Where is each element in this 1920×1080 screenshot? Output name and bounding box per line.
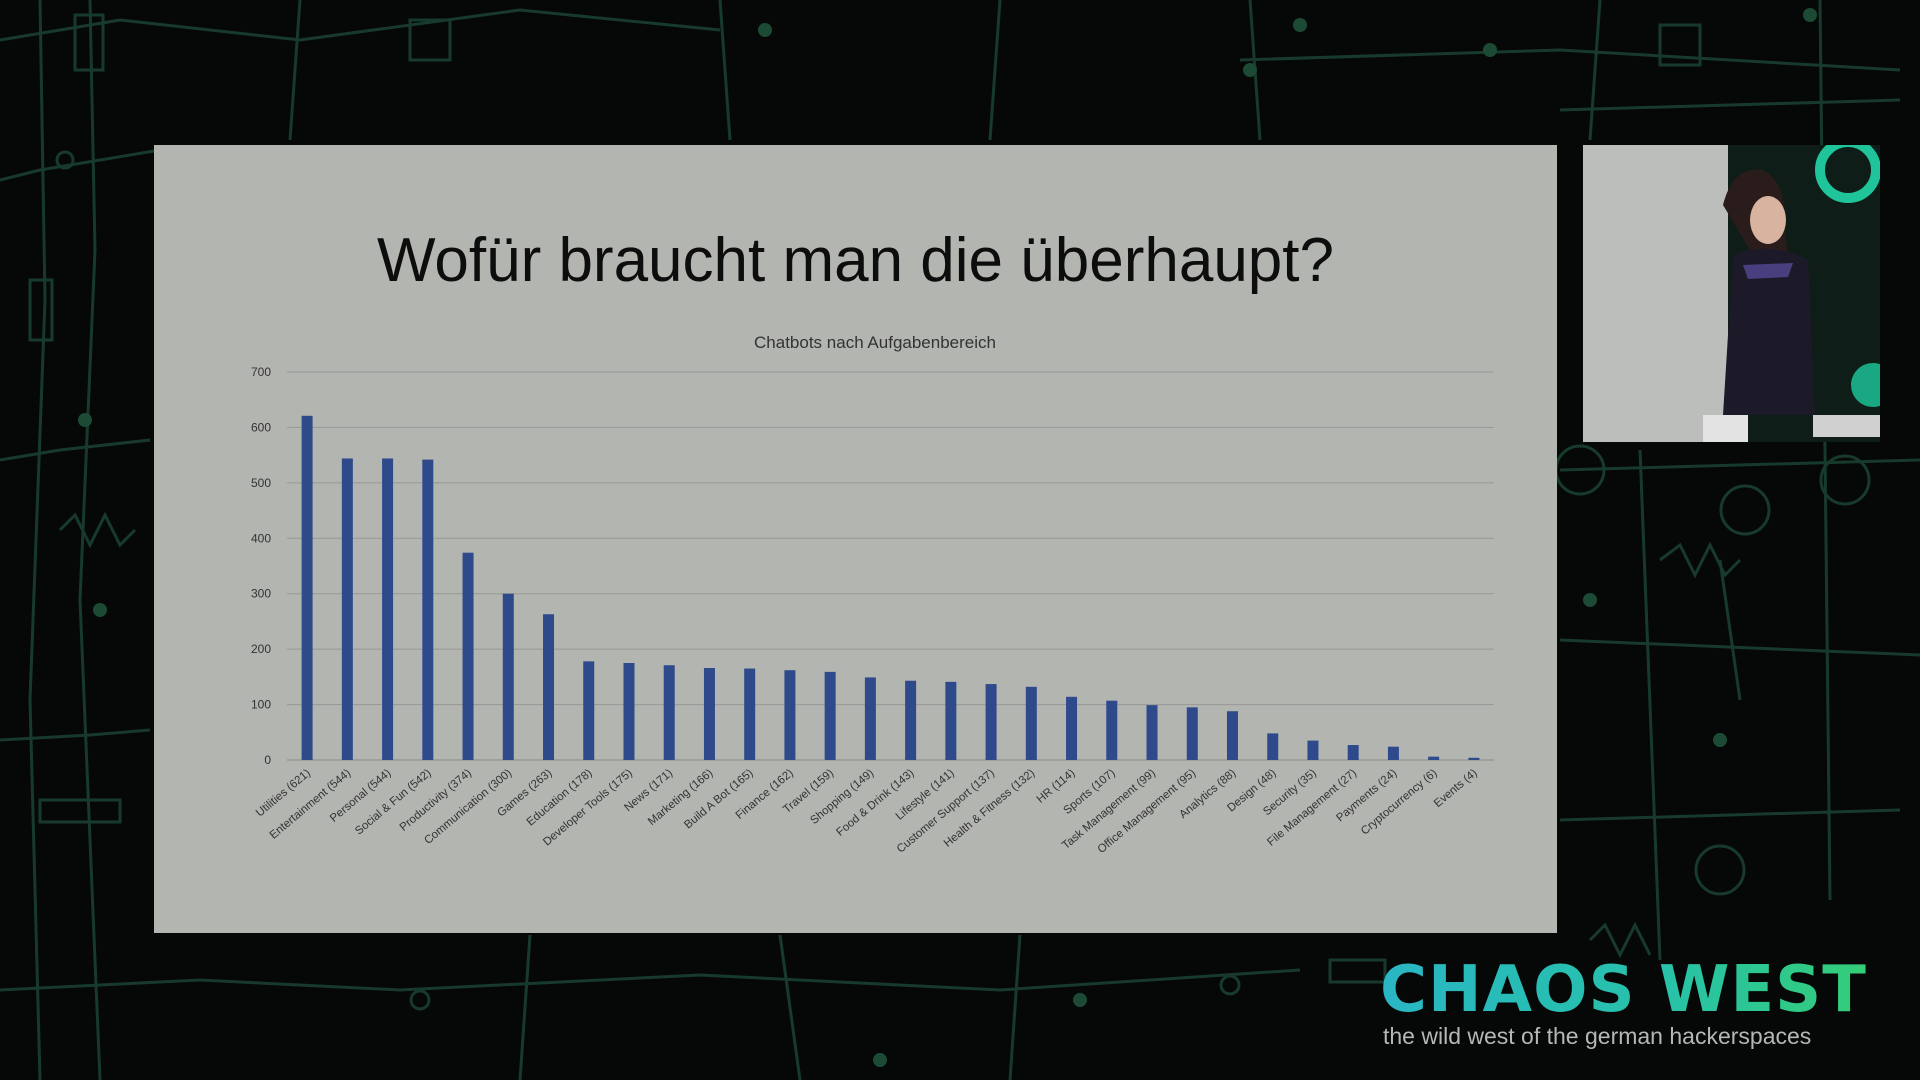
presentation-slide: Wofür braucht man die überhaupt? Chatbot… [154,145,1557,933]
bar [1468,757,1480,760]
bar [784,670,796,760]
bar [703,667,715,760]
x-tick-label: Social & Fun (542) [353,767,434,838]
y-tick-label: 500 [251,476,271,490]
event-branding: CHAOS WEST the wild west of the german h… [1380,955,1900,1050]
x-tick-label: Food & Drink (143) [834,767,916,839]
slide-title: Wofür braucht man die überhaupt? [376,226,1334,295]
x-tick-label: Events (4) [1432,767,1480,810]
bar [864,677,876,760]
bar [1106,700,1118,760]
bar [1387,746,1399,760]
y-tick-label: 400 [251,531,271,545]
bar [341,458,353,760]
y-tick-label: 100 [251,698,271,712]
bar [1267,733,1279,760]
y-tick-label: 600 [251,420,271,434]
brand-tagline: the wild west of the german hackerspaces [1383,1023,1812,1049]
bar [1307,740,1319,760]
speaker-camera-image [1583,145,1880,442]
bar [1025,686,1037,760]
y-tick-label: 0 [264,753,271,767]
bar-chart: Chatbots nach Aufgabenbereich 0 100 200 300 4… [251,333,1494,856]
bar [1347,745,1359,760]
bar [583,661,595,760]
bar [462,552,474,760]
bar [945,681,957,760]
bar [985,684,997,760]
bar [905,680,917,760]
bar [422,459,434,760]
bar [663,665,675,760]
y-tick-label: 700 [251,365,271,379]
bar [382,458,394,760]
x-tick-label: Build A Bot (165) [682,767,755,831]
chart-title: Chatbots nach Aufgabenbereich [754,333,996,352]
bar [543,614,555,760]
bar [1428,756,1440,760]
speaker-camera-feed [1583,145,1880,442]
bar [1226,711,1238,760]
bar [1186,707,1198,760]
bar [301,415,313,760]
bar [1066,696,1078,760]
x-tick-label: Cryptocurrency (6) [1359,767,1440,838]
bar [502,593,514,760]
y-tick-label: 300 [251,587,271,601]
bar [744,668,756,760]
brand-title: CHAOS WEST [1380,955,1900,1025]
bar [623,663,635,760]
y-tick-label: 200 [251,642,271,656]
x-tick-label: Productivity (374) [398,767,474,834]
bar [824,671,836,760]
bar [1146,705,1158,760]
